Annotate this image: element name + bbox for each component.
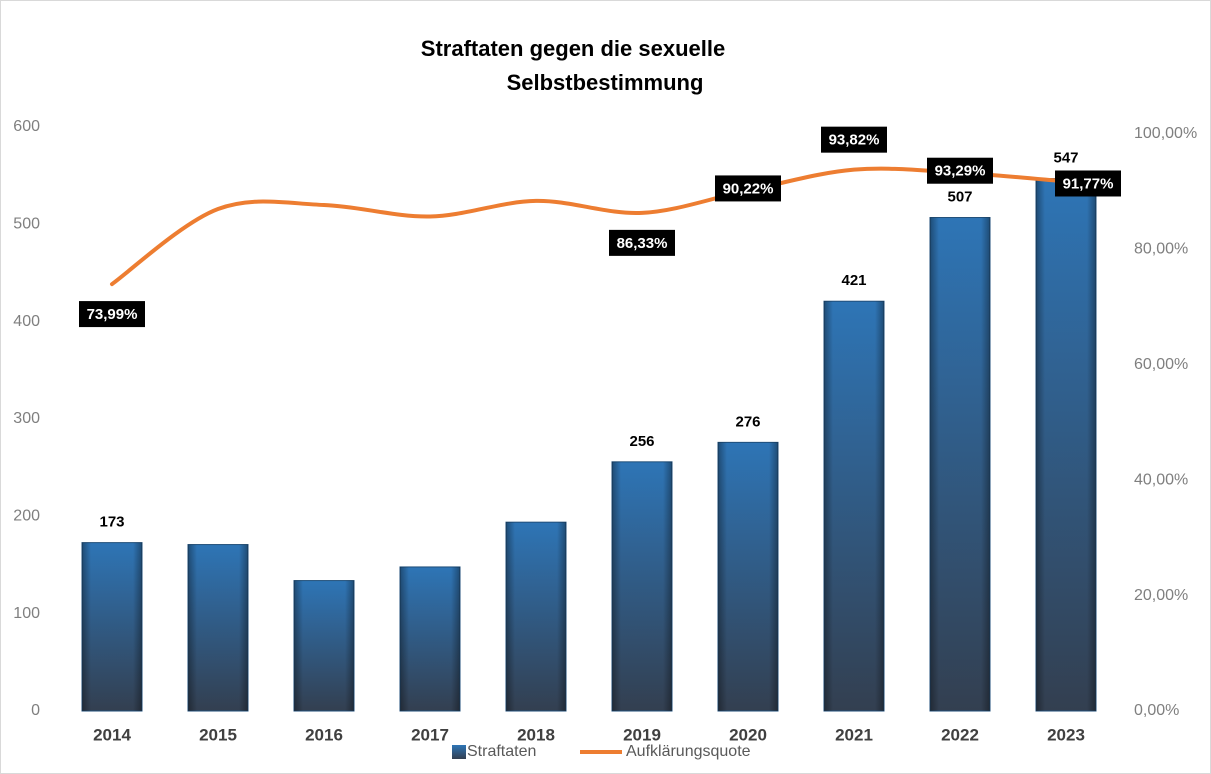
x-tick-label: 2022 (941, 725, 979, 744)
y2-tick-label: 20,00% (1134, 587, 1188, 604)
line-label-box (1055, 170, 1121, 197)
bar-shade (82, 542, 142, 711)
bar-label: 421 (841, 272, 866, 289)
y-tick-label: 400 (13, 313, 40, 330)
x-tick-label: 2023 (1047, 725, 1085, 744)
line-label: 93,29% (935, 163, 986, 180)
x-tick-label: 2014 (93, 725, 131, 744)
legend-swatch (452, 745, 466, 759)
x-tick-label: 2015 (199, 725, 237, 744)
line-label-box (927, 157, 993, 184)
x-tick-label: 2020 (729, 725, 767, 744)
bar-shade (1036, 178, 1096, 711)
bar-shade (930, 217, 990, 711)
line-label-box (821, 126, 887, 153)
line-label: 73,99% (87, 306, 138, 323)
bar-label: 256 (629, 433, 654, 450)
y2-tick-label: 0,00% (1134, 702, 1179, 719)
y-tick-label: 200 (13, 508, 40, 525)
y2-tick-label: 80,00% (1134, 241, 1188, 258)
bar-shade (612, 461, 672, 711)
y-tick-label: 300 (13, 410, 40, 427)
bar-shade (188, 544, 248, 711)
y2-tick-label: 100,00% (1134, 125, 1197, 142)
legend-label: Aufklärungsquote (626, 743, 751, 760)
y-tick-label: 0 (31, 702, 40, 719)
line-label: 90,22% (723, 180, 774, 197)
y2-tick-label: 60,00% (1134, 356, 1188, 373)
x-tick-label: 2021 (835, 725, 873, 744)
x-tick-label: 2019 (623, 725, 661, 744)
y-tick-label: 600 (13, 118, 40, 135)
line-label: 91,77% (1063, 175, 1114, 192)
legend-label: Straftaten (467, 743, 536, 760)
x-tick-label: 2016 (305, 725, 343, 744)
bar-shade (718, 442, 778, 711)
chart-title: Selbstbestimmung (507, 70, 704, 95)
bar-label: 173 (99, 514, 124, 531)
line (110, 166, 1068, 287)
bar-label: 276 (735, 413, 760, 430)
line-label-box (79, 301, 145, 328)
bar-shade (294, 580, 354, 711)
line-label-box (715, 175, 781, 202)
x-tick-label: 2017 (411, 725, 449, 744)
y-tick-label: 500 (13, 216, 40, 233)
y2-tick-label: 40,00% (1134, 471, 1188, 488)
bar-label: 507 (947, 188, 972, 205)
y-tick-label: 100 (13, 605, 40, 622)
bar-label: 547 (1053, 150, 1078, 167)
line-label: 86,33% (617, 235, 668, 252)
chart-title: Straftaten gegen die sexuelle (421, 36, 725, 61)
bar-shade (824, 301, 884, 711)
bar-shade (400, 566, 460, 711)
bar-shade (506, 522, 566, 711)
line-label: 93,82% (829, 132, 880, 149)
x-tick-label: 2018 (517, 725, 555, 744)
line-label-box (609, 229, 675, 256)
